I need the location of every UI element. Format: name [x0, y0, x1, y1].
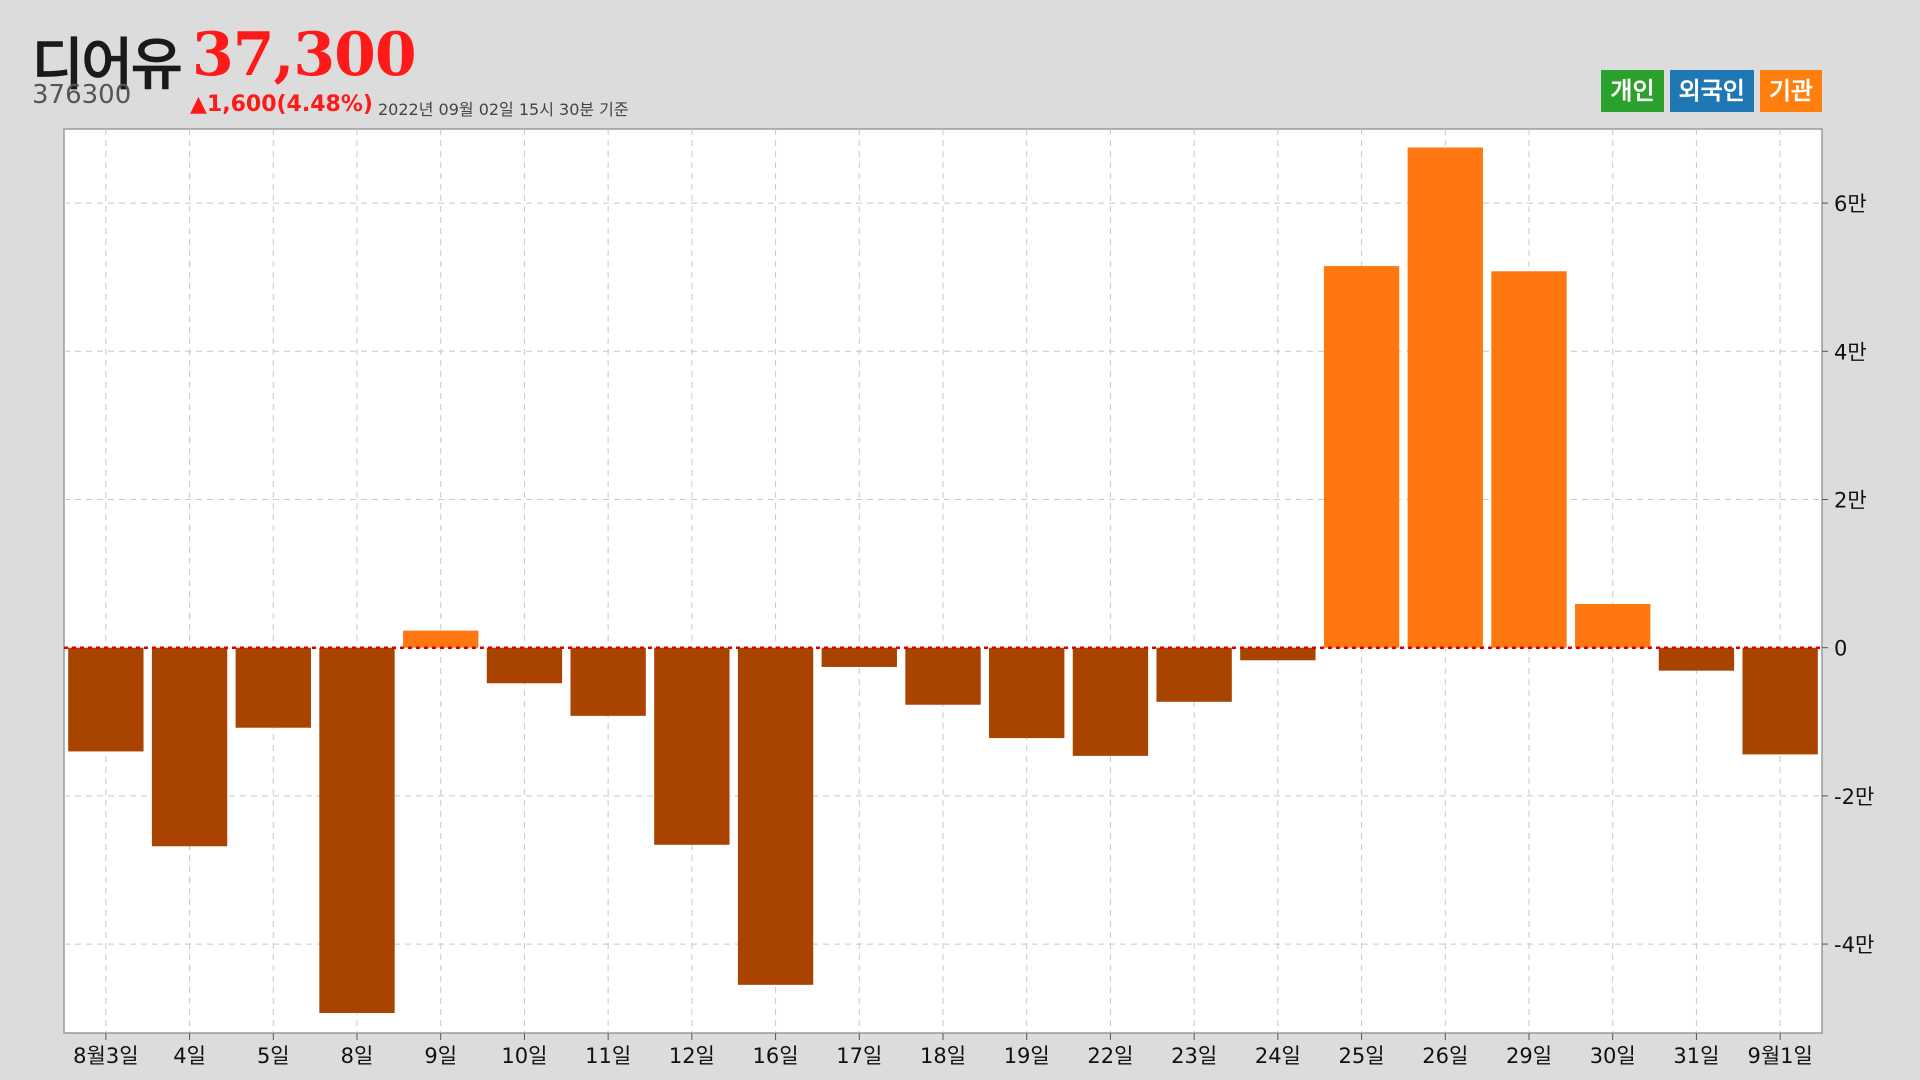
- bar-5일[interactable]: [235, 647, 311, 728]
- x-tick-label: 9월1일: [1747, 1044, 1812, 1068]
- x-tick-label: 30일: [1590, 1044, 1636, 1068]
- x-tick-label: 8일: [341, 1044, 374, 1068]
- bar-25일[interactable]: [1323, 266, 1400, 648]
- y-tick-label: 4만: [1834, 340, 1867, 364]
- x-tick-label: 23일: [1171, 1044, 1217, 1068]
- bar-4일[interactable]: [151, 647, 228, 847]
- bar-18일[interactable]: [905, 647, 981, 705]
- bar-22일[interactable]: [1072, 647, 1149, 756]
- y-axis-ticks: 6만 4만 2만 0 -2만 -4만: [1822, 192, 1874, 957]
- x-tick-label: 25일: [1339, 1044, 1385, 1068]
- bar-19일[interactable]: [989, 647, 1065, 739]
- x-tick-label: 8월3일: [73, 1044, 138, 1068]
- bar-31일[interactable]: [1658, 647, 1735, 671]
- y-tick-label: -2만: [1834, 785, 1874, 809]
- x-tick-label: 16일: [753, 1044, 799, 1068]
- bar-8월3일[interactable]: [68, 647, 144, 752]
- chart-legend: 개인 외국인 기관: [1601, 70, 1822, 112]
- bar-11일[interactable]: [570, 647, 646, 716]
- legend-institution[interactable]: 기관: [1759, 70, 1822, 112]
- x-tick-label: 10일: [501, 1044, 547, 1068]
- bar-30일[interactable]: [1575, 603, 1651, 648]
- bar-9월1일[interactable]: [1742, 647, 1818, 755]
- price-change: ▲1,600(4.48%): [190, 92, 373, 117]
- bar-23일[interactable]: [1156, 647, 1232, 702]
- legend-foreign[interactable]: 외국인: [1669, 70, 1754, 112]
- x-tick-label: 22일: [1087, 1044, 1133, 1068]
- x-axis-ticks: 8월3일 4일 5일 8일 9일 10일 11일 12일 16일 17일 18일 19일 22일 23일 2…: [73, 1033, 1813, 1068]
- bar-16일[interactable]: [737, 647, 814, 985]
- y-tick-label: -4만: [1834, 933, 1874, 957]
- bar-24일[interactable]: [1240, 647, 1316, 661]
- x-tick-label: 19일: [1004, 1044, 1050, 1068]
- stock-code: 376300: [32, 80, 132, 110]
- x-tick-label: 29일: [1506, 1044, 1552, 1068]
- bar-17일[interactable]: [821, 647, 897, 667]
- x-tick-label: 26일: [1422, 1044, 1468, 1068]
- bars: [68, 147, 1818, 1013]
- bar-10일[interactable]: [486, 647, 563, 684]
- x-tick-label: 31일: [1673, 1044, 1719, 1068]
- x-tick-label: 24일: [1255, 1044, 1301, 1068]
- x-tick-label: 11일: [585, 1044, 631, 1068]
- y-tick-label: 6만: [1834, 192, 1867, 216]
- x-tick-label: 4일: [173, 1044, 206, 1068]
- bar-12일[interactable]: [654, 647, 730, 845]
- x-tick-label: 9일: [424, 1044, 457, 1068]
- y-tick-label: 0: [1834, 637, 1847, 661]
- legend-individual[interactable]: 개인: [1601, 70, 1664, 112]
- stock-price: 37,300: [192, 20, 417, 90]
- bar-8일[interactable]: [319, 647, 395, 1013]
- stock-name: 디어유: [32, 33, 183, 98]
- bar-29일[interactable]: [1491, 271, 1567, 648]
- x-tick-label: 18일: [920, 1044, 966, 1068]
- y-tick-label: 2만: [1834, 488, 1867, 512]
- chart-header: 디어유 37,300 376300 ▲1,600(4.48%) 2022년 09…: [0, 0, 1920, 128]
- as-of-timestamp: 2022년 09월 02일 15시 30분 기준: [378, 100, 629, 119]
- bar-9일[interactable]: [403, 630, 479, 648]
- x-tick-label: 17일: [836, 1044, 882, 1068]
- bar-26일[interactable]: [1407, 147, 1483, 648]
- x-tick-label: 5일: [257, 1044, 290, 1068]
- x-tick-label: 12일: [669, 1044, 715, 1068]
